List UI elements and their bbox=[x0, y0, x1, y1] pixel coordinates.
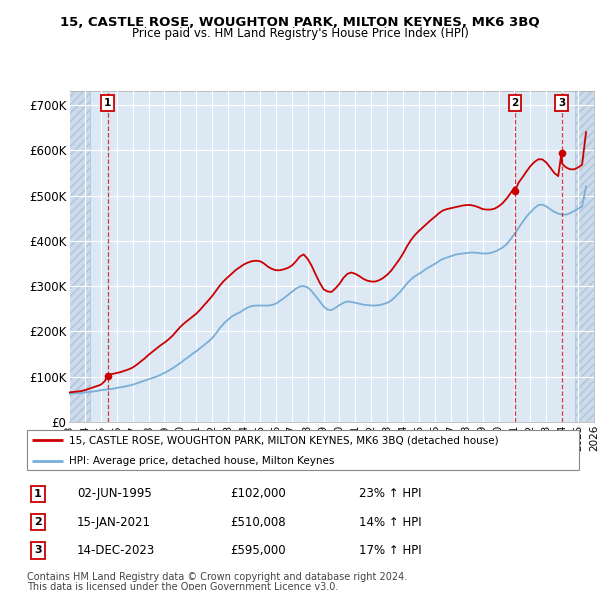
Text: £510,008: £510,008 bbox=[230, 516, 286, 529]
Text: HPI: Average price, detached house, Milton Keynes: HPI: Average price, detached house, Milt… bbox=[68, 456, 334, 466]
Text: £102,000: £102,000 bbox=[230, 487, 286, 500]
Text: 14-DEC-2023: 14-DEC-2023 bbox=[77, 544, 155, 557]
Text: 23% ↑ HPI: 23% ↑ HPI bbox=[359, 487, 421, 500]
Text: This data is licensed under the Open Government Licence v3.0.: This data is licensed under the Open Gov… bbox=[27, 582, 338, 590]
Text: 15, CASTLE ROSE, WOUGHTON PARK, MILTON KEYNES, MK6 3BQ: 15, CASTLE ROSE, WOUGHTON PARK, MILTON K… bbox=[60, 16, 540, 29]
Text: Contains HM Land Registry data © Crown copyright and database right 2024.: Contains HM Land Registry data © Crown c… bbox=[27, 572, 407, 582]
Text: 1: 1 bbox=[104, 98, 111, 108]
Text: 15, CASTLE ROSE, WOUGHTON PARK, MILTON KEYNES, MK6 3BQ (detached house): 15, CASTLE ROSE, WOUGHTON PARK, MILTON K… bbox=[68, 435, 498, 445]
Text: 1: 1 bbox=[34, 489, 42, 499]
Text: 2: 2 bbox=[34, 517, 42, 527]
Text: 02-JUN-1995: 02-JUN-1995 bbox=[77, 487, 152, 500]
Text: 14% ↑ HPI: 14% ↑ HPI bbox=[359, 516, 421, 529]
Bar bbox=[575, 91, 594, 422]
Text: 17% ↑ HPI: 17% ↑ HPI bbox=[359, 544, 421, 557]
Text: 2: 2 bbox=[511, 98, 519, 108]
Text: 3: 3 bbox=[558, 98, 565, 108]
Text: £595,000: £595,000 bbox=[230, 544, 286, 557]
Text: 15-JAN-2021: 15-JAN-2021 bbox=[77, 516, 151, 529]
Text: 3: 3 bbox=[34, 546, 42, 555]
FancyBboxPatch shape bbox=[27, 430, 579, 470]
Text: Price paid vs. HM Land Registry's House Price Index (HPI): Price paid vs. HM Land Registry's House … bbox=[131, 27, 469, 40]
Bar bbox=[69, 91, 89, 422]
